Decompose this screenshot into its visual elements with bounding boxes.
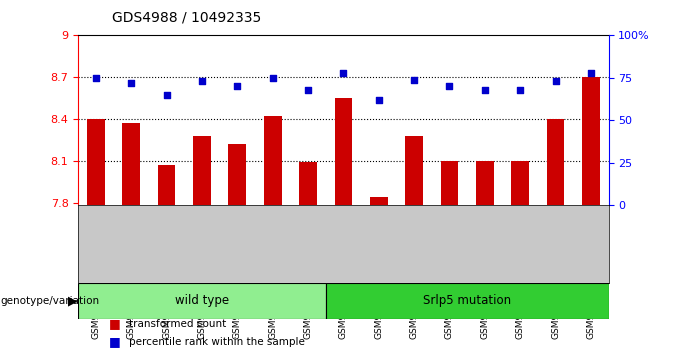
Point <box>232 84 243 89</box>
Point <box>444 84 455 89</box>
Point <box>267 75 278 81</box>
Bar <box>228 144 246 205</box>
Text: transformed count: transformed count <box>129 319 226 329</box>
Point <box>161 92 172 98</box>
Bar <box>441 161 458 205</box>
Point <box>338 70 349 76</box>
Bar <box>122 123 140 205</box>
Point <box>126 80 137 86</box>
Point <box>90 75 101 81</box>
Point <box>550 79 561 84</box>
Bar <box>299 162 317 205</box>
Point <box>585 70 596 76</box>
Point <box>373 97 384 103</box>
Bar <box>476 161 494 205</box>
Text: genotype/variation: genotype/variation <box>1 296 100 306</box>
Text: GDS4988 / 10492335: GDS4988 / 10492335 <box>112 11 261 25</box>
Point <box>197 79 207 84</box>
Text: Srlp5 mutation: Srlp5 mutation <box>423 295 511 307</box>
Text: ■: ■ <box>109 318 120 330</box>
Bar <box>158 165 175 205</box>
Bar <box>193 136 211 205</box>
Point <box>515 87 526 93</box>
Point <box>479 87 490 93</box>
Bar <box>511 161 529 205</box>
Bar <box>405 136 423 205</box>
Text: wild type: wild type <box>175 295 229 307</box>
Text: ■: ■ <box>109 335 120 348</box>
Bar <box>78 283 326 319</box>
Bar <box>370 197 388 205</box>
Text: ▶: ▶ <box>68 295 78 307</box>
Bar <box>264 116 282 205</box>
Bar <box>326 283 609 319</box>
Point <box>303 87 313 93</box>
Text: percentile rank within the sample: percentile rank within the sample <box>129 337 305 347</box>
Bar <box>87 119 105 205</box>
Point <box>409 77 420 82</box>
Bar <box>547 119 564 205</box>
Bar <box>582 77 600 205</box>
Bar <box>335 98 352 205</box>
